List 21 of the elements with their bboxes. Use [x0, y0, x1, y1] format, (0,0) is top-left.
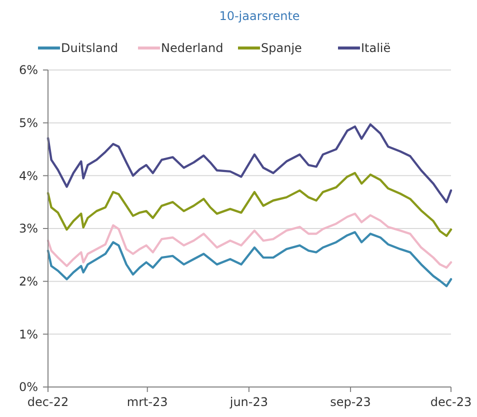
x-tick-label: dec-23 — [430, 395, 472, 409]
y-tick-label: 3% — [18, 222, 38, 236]
x-tick-label: dec-22 — [27, 395, 69, 409]
y-tick-label: 5% — [18, 116, 38, 130]
line-series — [46, 212, 452, 269]
legend-label: Spanje — [261, 41, 302, 56]
y-tick-label: 2% — [18, 274, 38, 289]
legend-label: Nederland — [161, 41, 224, 56]
y-tick-label: 0% — [18, 380, 38, 394]
line-series — [46, 172, 452, 237]
x-tick-label: sep-23 — [330, 395, 371, 409]
x-tick-label: jun-23 — [228, 395, 268, 409]
line-series — [46, 231, 452, 288]
legend-label: Duitsland — [61, 41, 118, 56]
x-tick-label: mrt-23 — [126, 395, 168, 409]
chart-title: 10-jaarsrente — [219, 9, 300, 23]
y-tick-label: 6% — [18, 63, 38, 78]
legend-label: Italië — [361, 41, 391, 56]
y-tick-label: 1% — [18, 327, 38, 342]
line-series — [46, 123, 452, 204]
y-tick-label: 4% — [18, 168, 38, 183]
